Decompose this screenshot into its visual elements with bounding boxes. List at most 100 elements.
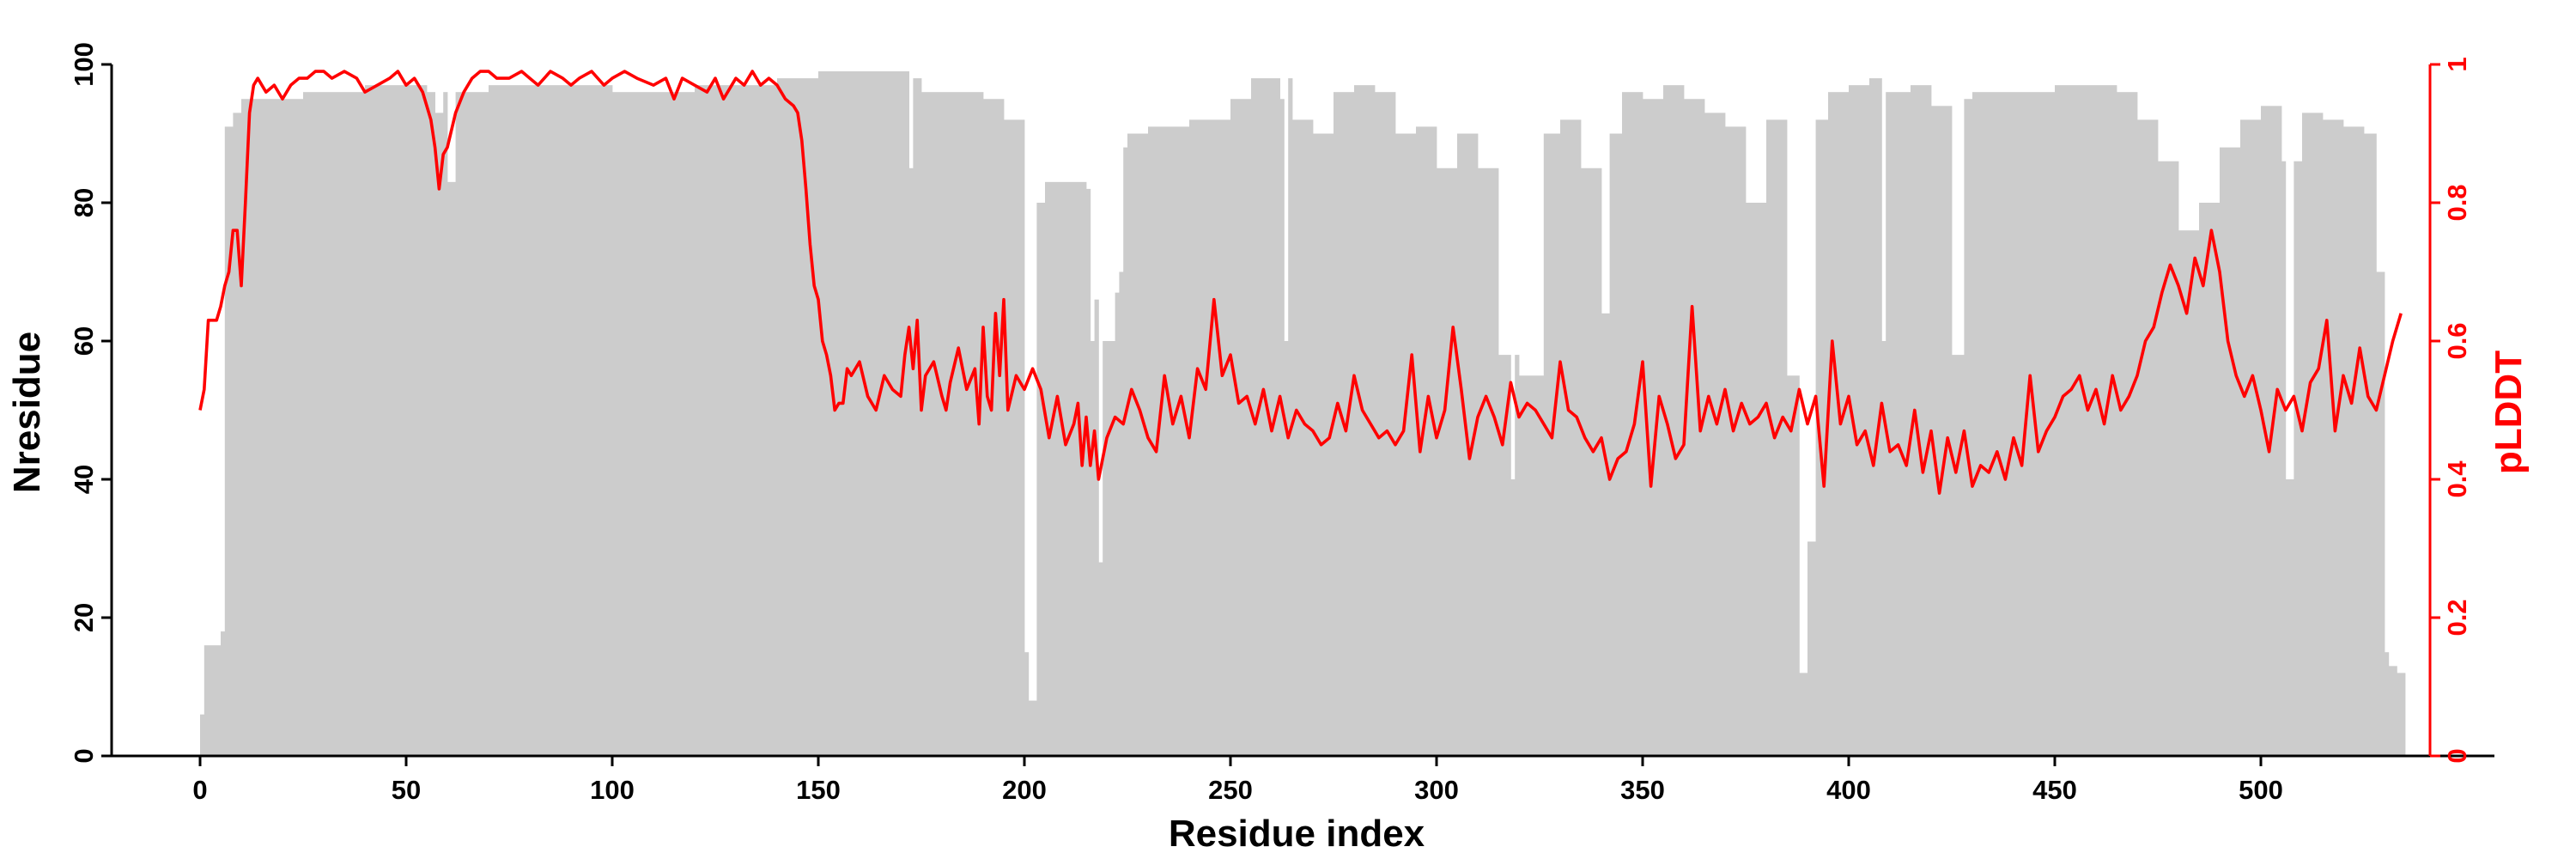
- nresidue-bar: [1746, 203, 1767, 756]
- y-left-tick-label: 100: [69, 42, 99, 87]
- nresidue-bar: [2220, 147, 2241, 757]
- nresidue-bar: [1515, 355, 1520, 756]
- nresidue-bar: [1766, 119, 1788, 756]
- nresidue-bar: [434, 113, 444, 757]
- y-right-tick-label: 0.2: [2442, 599, 2472, 636]
- nresidue-bar: [1189, 119, 1231, 756]
- nresidue-bar: [1148, 126, 1190, 756]
- nresidue-bar: [365, 85, 428, 756]
- nresidue-bar: [777, 78, 819, 757]
- y-axis-label-left: Nresidue: [6, 332, 48, 493]
- nresidue-bar: [1036, 203, 1046, 756]
- nresidue-bar: [200, 714, 205, 756]
- nresidue-bar: [1581, 168, 1602, 756]
- nresidue-bar: [2240, 119, 2262, 756]
- nresidue-bar: [1519, 375, 1545, 756]
- nresidue-bar: [1090, 341, 1095, 756]
- nresidue-bar: [1543, 133, 1561, 756]
- nresidue-bar: [241, 99, 304, 756]
- nresidue-bar: [2117, 92, 2138, 756]
- nresidue-bar: [489, 85, 613, 756]
- y-left-tick-label: 20: [69, 603, 99, 632]
- nresidue-bar: [2397, 673, 2406, 756]
- y-right-tick-label: 0.6: [2442, 322, 2472, 359]
- labels-layer: Residue index Nresidue pLDDT: [6, 332, 2530, 855]
- x-tick-label: 50: [392, 775, 421, 805]
- nresidue-bar: [1498, 355, 1511, 756]
- nresidue-bar: [1103, 341, 1115, 756]
- nresidue-bar: [921, 92, 984, 756]
- nresidue-bar: [983, 99, 1005, 756]
- nresidue-bar: [1869, 78, 1882, 757]
- nresidue-bar: [443, 92, 448, 756]
- nresidue-bar: [2385, 652, 2390, 756]
- x-tick-label: 150: [796, 775, 841, 805]
- nresidue-bar: [1725, 126, 1747, 756]
- x-tick-label: 350: [1620, 775, 1665, 805]
- x-tick-label: 200: [1002, 775, 1047, 805]
- nresidue-bar: [1284, 341, 1289, 756]
- plddt-line-layer: [198, 70, 2403, 495]
- nresidue-bar: [455, 92, 489, 756]
- nresidue-bar: [2323, 119, 2344, 756]
- nresidue-bar: [2178, 230, 2200, 756]
- bars-layer: [200, 71, 2406, 757]
- nresidue-bar: [233, 113, 242, 757]
- nresidue-bar: [1704, 113, 1726, 757]
- nresidue-bar: [1123, 147, 1128, 757]
- nresidue-bar: [1395, 133, 1417, 756]
- nresidue-bar: [1560, 119, 1582, 756]
- nresidue-bar: [2199, 203, 2221, 756]
- y-axis-label-right: pLDDT: [2488, 350, 2530, 474]
- nresidue-bar: [1478, 168, 1499, 756]
- x-tick-label: 100: [590, 775, 635, 805]
- nresidue-bar: [1815, 119, 1829, 756]
- nresidue-bar: [1127, 133, 1149, 756]
- nresidue-bar: [1045, 181, 1087, 757]
- nresidue-bar: [1292, 119, 1314, 756]
- nresidue-bar: [913, 78, 922, 757]
- nresidue-bar: [303, 92, 366, 756]
- nresidue-bar: [1028, 700, 1037, 756]
- nresidue-bar: [1004, 119, 1025, 756]
- nresidue-bar: [2055, 85, 2117, 756]
- y-right-tick-label: 0.4: [2442, 460, 2472, 498]
- nresidue-bar: [2158, 161, 2179, 756]
- nresidue-bar: [1375, 92, 1396, 756]
- nresidue-bar: [1964, 99, 1973, 756]
- nresidue-bar: [1279, 99, 1285, 756]
- nresidue-bar: [1119, 271, 1124, 756]
- plddt-line: [198, 70, 2403, 495]
- nresidue-bar: [2137, 119, 2159, 756]
- nresidue-bar: [1952, 355, 1965, 756]
- nresidue-bar: [2281, 161, 2287, 756]
- x-tick-label: 0: [192, 775, 207, 805]
- y-right-tick-label: 0.8: [2442, 184, 2472, 221]
- nresidue-bar: [1510, 479, 1516, 756]
- nresidue-bar: [1609, 133, 1623, 756]
- nresidue-bar: [2293, 161, 2303, 756]
- nresidue-bar: [204, 645, 222, 756]
- nresidue-bar: [2364, 133, 2377, 756]
- nresidue-bar: [2376, 271, 2385, 756]
- y-left-tick-label: 60: [69, 326, 99, 356]
- nresidue-bar: [2302, 113, 2324, 757]
- nresidue-bar: [1288, 78, 1293, 757]
- nresidue-bar: [1828, 92, 1850, 756]
- y-left-tick-label: 80: [69, 188, 99, 217]
- nresidue-bar: [447, 181, 456, 757]
- x-tick-label: 500: [2239, 775, 2283, 805]
- nresidue-bar: [1807, 541, 1816, 756]
- nresidue-bar: [1024, 652, 1030, 756]
- axes-layer: 0 50 100 150 200 250 300 350 400 450 500 0 20 40 60 80 1…: [69, 42, 2494, 805]
- nresidue-bar: [2343, 126, 2365, 756]
- nresidue-bar: [695, 85, 778, 756]
- nresidue-bar: [1230, 99, 1252, 756]
- nresidue-bar: [1787, 375, 1800, 756]
- nresidue-bar: [1972, 92, 2014, 756]
- nresidue-bar: [1115, 292, 1120, 756]
- nresidue-bar: [1354, 85, 1376, 756]
- nresidue-bar: [427, 92, 435, 756]
- nresidue-bar: [221, 631, 226, 756]
- y-left-tick-label: 0: [69, 748, 99, 763]
